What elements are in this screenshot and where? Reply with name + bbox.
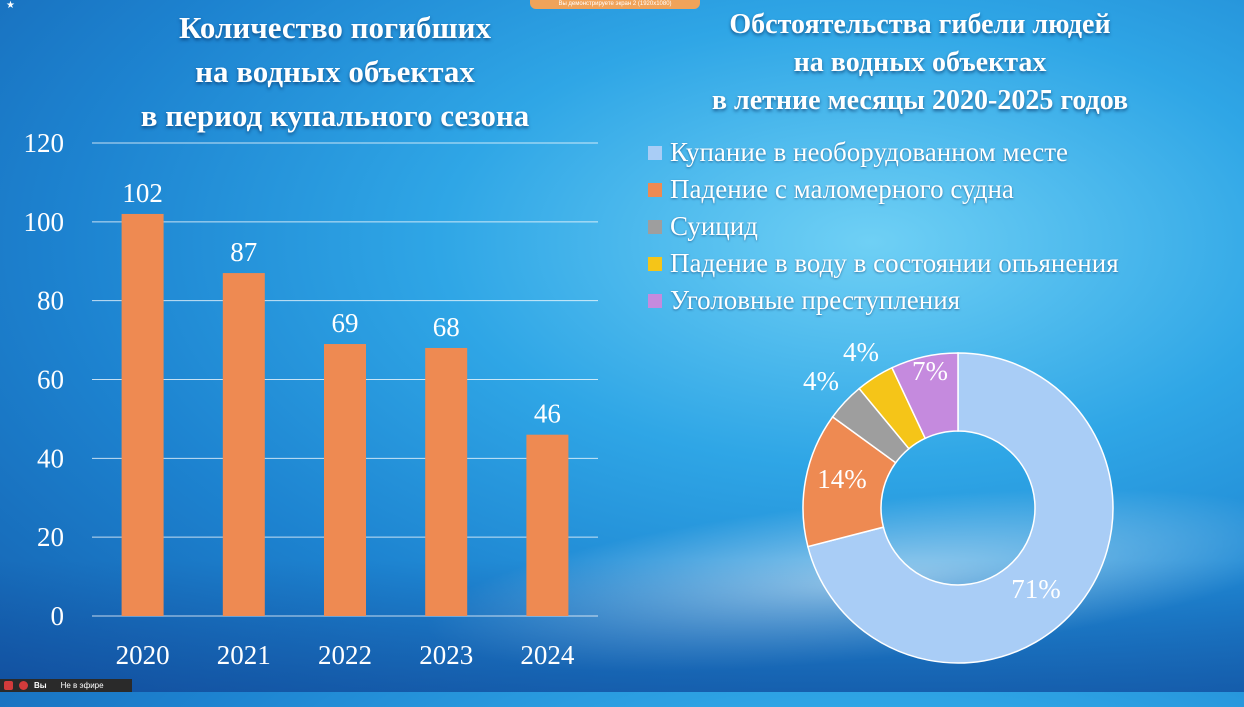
donut-value-label: 71%	[1011, 574, 1061, 604]
status-bar: Вы Не в эфире	[0, 679, 132, 692]
y-tick-label: 80	[37, 286, 64, 316]
star-icon: ★	[6, 0, 15, 11]
bar-2020	[121, 213, 164, 616]
donut-slice-0	[806, 352, 1114, 664]
donut-value-label: 14%	[817, 464, 867, 494]
x-tick-label: 2024	[520, 640, 575, 670]
bar-2024	[526, 434, 569, 616]
legend-item: Суицид	[648, 208, 1238, 245]
x-tick-label: 2022	[318, 640, 372, 670]
legend-item: Купание в необорудованном месте	[648, 134, 1238, 171]
bar-data-label: 102	[122, 178, 163, 208]
donut-chart-title-line-1: Обстоятельства гибели людей	[729, 9, 1111, 40]
legend-label: Уголовные преступления	[670, 285, 961, 315]
status-user: Вы	[34, 681, 47, 690]
legend-item: Уголовные преступления	[648, 282, 1238, 319]
bar-data-label: 87	[230, 237, 257, 267]
legend-label: Суицид	[670, 211, 758, 241]
bar-data-label: 46	[534, 399, 561, 429]
y-tick-label: 100	[24, 207, 65, 237]
donut-legend: Купание в необорудованном месте Падение с…	[648, 134, 1238, 319]
bar-chart-title-line-1: Количество погибших	[179, 10, 491, 45]
x-tick-label: 2023	[419, 640, 473, 670]
y-tick-label: 20	[37, 522, 64, 552]
donut-chart-title-line-2: на водных объектах	[793, 47, 1047, 78]
legend-swatch	[648, 256, 662, 271]
bar-data-label: 68	[433, 312, 460, 342]
y-tick-label: 40	[37, 443, 64, 473]
legend-label: Купание в необорудованном месте	[670, 137, 1068, 167]
donut-slice-4	[891, 352, 959, 440]
legend-label: Падение с маломерного судна	[670, 174, 1014, 204]
mic-muted-icon[interactable]	[4, 681, 13, 690]
donut-chart: 71% 14% 4%4% 7%	[803, 337, 1114, 664]
legend-label: Падение в воду в состоянии опьянения	[670, 248, 1119, 278]
bar-data-label: 69	[332, 308, 359, 338]
y-tick-label: 120	[24, 128, 65, 158]
legend-item: Падение с маломерного судна	[648, 171, 1238, 208]
donut-value-label: 4%	[843, 337, 879, 367]
donut-chart-title: Обстоятельства гибели людей на водных об…	[640, 6, 1200, 120]
legend-swatch	[648, 293, 662, 308]
bar-chart-title: Количество погибших на водных объектах в…	[70, 6, 600, 138]
camera-off-icon[interactable]	[19, 681, 28, 690]
status-text: Не в эфире	[60, 681, 104, 690]
bar-chart: 0 20 40 60 80 100 120 102 2020 87 2021 69 2022 68 2023…	[24, 128, 575, 670]
donut-chart-title-line-3: в летние месяцы 2020-2025 годов	[711, 85, 1129, 116]
legend-swatch	[648, 145, 662, 160]
x-tick-label: 2021	[217, 640, 271, 670]
bar-chart-title-line-2: на водных объектах	[195, 54, 475, 89]
y-tick-label: 60	[37, 365, 64, 395]
bar-2021	[222, 273, 265, 616]
screen-share-banner[interactable]: Вы демонстрируете экран 2 (1920x1080)	[530, 0, 700, 9]
x-tick-label: 2020	[116, 640, 170, 670]
bar-2023	[425, 347, 468, 616]
donut-value-label: 7%	[912, 356, 948, 386]
legend-swatch	[648, 219, 662, 234]
bar-2022	[324, 344, 366, 616]
legend-swatch	[648, 182, 662, 197]
donut-value-label: 4%	[803, 366, 839, 396]
legend-item: Падение в воду в состоянии опьянения	[648, 245, 1238, 282]
y-tick-label: 0	[51, 601, 65, 631]
bar-chart-title-line-3: в период купального сезона	[140, 98, 530, 133]
